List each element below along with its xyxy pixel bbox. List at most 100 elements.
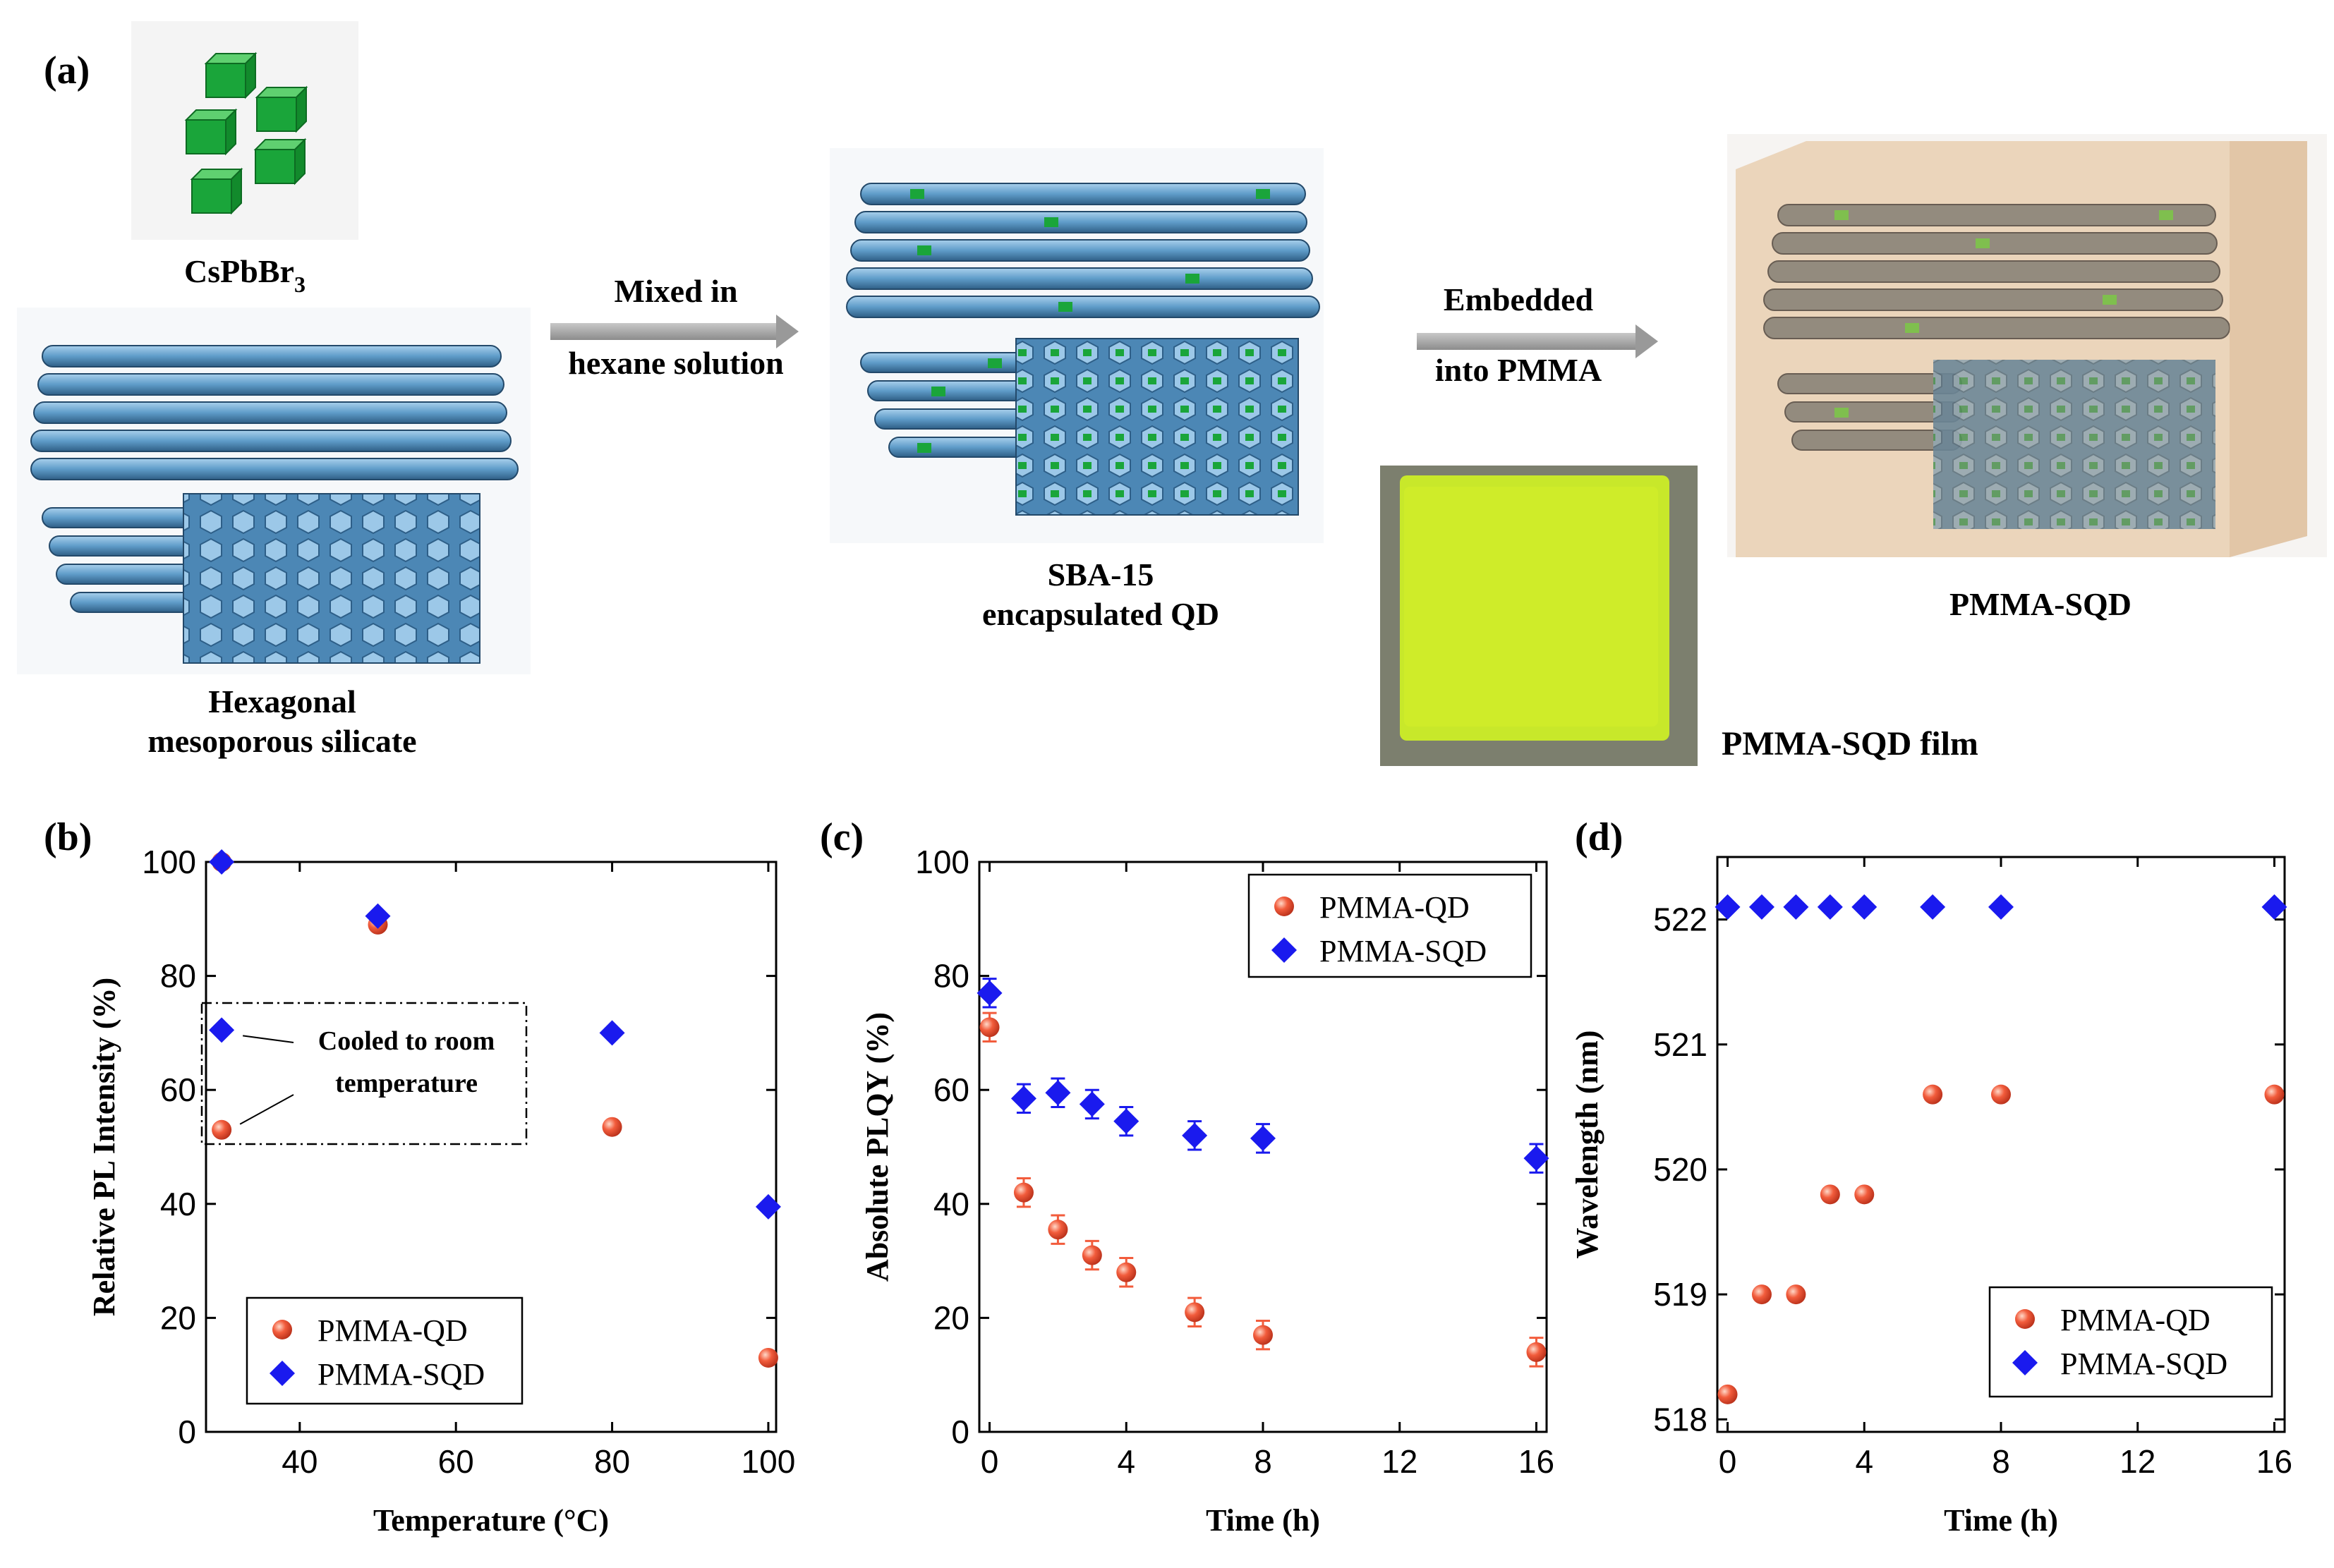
axes-frame <box>205 861 778 1433</box>
sba15-qd-illustration <box>830 148 1324 543</box>
legend-label: PMMA-SQD <box>318 1357 485 1392</box>
data-point-pmma-qd <box>1185 1302 1205 1323</box>
x-axis-label: Time (h) <box>1206 1503 1320 1538</box>
legend-label: PMMA-SQD <box>2060 1347 2227 1381</box>
legend-marker-pmma-qd <box>1274 897 1294 916</box>
x-tick-label: 12 <box>1381 1443 1417 1480</box>
data-point-pmma-sqd <box>1783 894 1809 920</box>
data-point-pmma-qd <box>1717 1384 1738 1404</box>
data-point-pmma-qd <box>1820 1184 1840 1205</box>
silicate-label-line1: Hexagonal <box>208 683 356 719</box>
y-tick-label: 0 <box>178 1414 196 1450</box>
x-tick-label: 8 <box>1254 1443 1272 1480</box>
y-tick-label: 100 <box>915 844 969 880</box>
arrow2-label-line1: Embedded <box>1444 281 1594 317</box>
data-point-pmma-sqd <box>755 1193 781 1220</box>
y-tick-label: 20 <box>160 1299 196 1336</box>
data-point-pmma-sqd <box>1817 894 1843 920</box>
y-tick-label: 20 <box>933 1299 969 1336</box>
data-point-pmma-sqd <box>1523 1145 1549 1172</box>
chart-panel-d: (d) 0 4 8 12 16 518 519 520 521 522 Time (h) Wavelen… <box>1570 815 2292 1538</box>
legend-label: PMMA-QD <box>1319 890 1470 925</box>
data-point-pmma-sqd <box>2261 894 2287 920</box>
data-point-pmma-sqd <box>976 980 1003 1006</box>
y-tick-label: 60 <box>933 1071 969 1108</box>
x-tick-label: 40 <box>282 1443 318 1480</box>
x-tick-label: 16 <box>2256 1443 2292 1480</box>
sba15-label-line2: encapsulated QD <box>982 596 1219 632</box>
data-point-pmma-qd <box>1923 1084 1943 1105</box>
arrow2-label-line2: into PMMA <box>1435 352 1602 388</box>
data-point-pmma-qd <box>212 1119 232 1140</box>
panel-a-label: (a) <box>44 49 90 92</box>
data-point-pmma-sqd <box>209 849 235 875</box>
data-point-pmma-qd <box>1013 1182 1034 1203</box>
data-point-pmma-sqd <box>1045 1080 1071 1106</box>
data-point-pmma-qd <box>1991 1084 2011 1105</box>
x-tick-label: 16 <box>1518 1443 1554 1480</box>
arrow1-label-line1: Mixed in <box>614 273 737 309</box>
y-tick-label: 100 <box>142 844 196 880</box>
panel-a: (a) CsPbBr3 <box>17 21 2327 766</box>
y-axis-label: Wavelength (nm) <box>1570 1031 1604 1259</box>
legend-label: PMMA-QD <box>318 1313 468 1348</box>
x-tick-label: 80 <box>594 1443 630 1480</box>
legend-marker-pmma-sqd <box>2012 1350 2038 1375</box>
annotation-text-line2: temperature <box>335 1069 478 1098</box>
y-tick-label: 519 <box>1653 1276 1707 1313</box>
x-tick-label: 60 <box>438 1443 474 1480</box>
data-point-pmma-sqd <box>1988 894 2014 920</box>
silicate-label-line2: mesoporous silicate <box>147 723 416 759</box>
cspbbr3-cubes-illustration <box>131 21 358 240</box>
y-tick-label: 518 <box>1653 1401 1707 1438</box>
x-tick-label: 8 <box>1992 1443 2010 1480</box>
data-point-pmma-qd <box>1082 1245 1102 1265</box>
y-axis-label: Relative PL Intensity (%) <box>87 978 121 1316</box>
data-point-pmma-sqd <box>599 1020 625 1046</box>
data-point-pmma-sqd <box>365 903 391 929</box>
y-tick-label: 521 <box>1653 1026 1707 1063</box>
legend-marker-pmma-qd <box>272 1320 292 1339</box>
x-tick-label: 12 <box>2120 1443 2155 1480</box>
pmma-sqd-illustration <box>1727 134 2327 557</box>
data-point-pmma-sqd <box>1079 1091 1105 1117</box>
legend-box <box>246 1296 524 1405</box>
panel-label: (c) <box>820 815 864 859</box>
data-point-pmma-sqd <box>1920 894 1946 920</box>
x-tick-label: 4 <box>1117 1443 1135 1480</box>
film-photo <box>1380 466 1698 766</box>
legend-marker-pmma-qd <box>2015 1309 2035 1329</box>
y-tick-label: 0 <box>951 1414 969 1450</box>
y-tick-label: 60 <box>160 1071 196 1108</box>
data-point-pmma-qd <box>1253 1325 1273 1345</box>
legend-box <box>1988 1286 2273 1398</box>
data-point-pmma-qd <box>1751 1284 1772 1305</box>
film-label: PMMA-SQD film <box>1722 725 1978 762</box>
x-tick-label: 0 <box>1719 1443 1737 1480</box>
y-tick-label: 520 <box>1653 1151 1707 1188</box>
data-point-pmma-qd <box>758 1347 778 1368</box>
legend-label: PMMA-SQD <box>1319 934 1487 968</box>
y-tick-label: 80 <box>933 958 969 995</box>
chart-panel-c: (c) 0 4 8 12 16 0 20 40 60 80 100 Time (h) Absolute P… <box>820 815 1554 1538</box>
data-point-pmma-qd <box>1048 1220 1068 1240</box>
data-point-pmma-qd <box>1786 1284 1806 1305</box>
arrow1-icon <box>550 315 799 348</box>
y-axis-label: Absolute PLQY (%) <box>860 1012 895 1282</box>
data-point-pmma-sqd <box>209 1017 235 1043</box>
y-tick-label: 522 <box>1653 901 1707 938</box>
arrow2-icon <box>1417 324 1658 358</box>
data-point-pmma-sqd <box>1010 1086 1036 1112</box>
legend-box <box>1247 873 1532 978</box>
data-point-pmma-sqd <box>1113 1108 1139 1134</box>
legend-marker-pmma-sqd <box>1271 937 1297 963</box>
legend-label: PMMA-QD <box>2060 1303 2211 1337</box>
arrow1-label-line2: hexane solution <box>568 345 783 381</box>
x-axis-label: Time (h) <box>1944 1503 2058 1538</box>
annotation-arrow <box>239 1094 294 1125</box>
x-tick-label: 100 <box>742 1443 796 1480</box>
data-point-pmma-sqd <box>1182 1122 1208 1148</box>
data-point-pmma-qd <box>979 1017 1000 1038</box>
chart-panel-b: (b) 40 60 80 100 0 20 40 60 80 100 Temperature (°C)… <box>44 815 795 1538</box>
